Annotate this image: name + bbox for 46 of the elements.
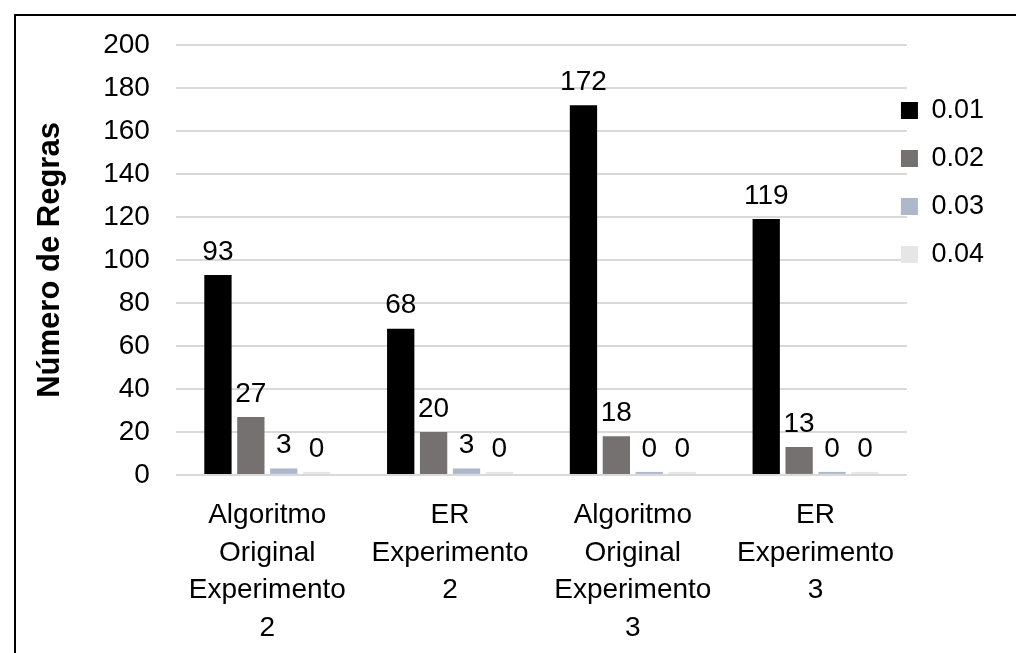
data-label: 93 — [202, 234, 234, 266]
data-label: 3 — [458, 428, 475, 460]
x-tick-label: ER Experimento 2 — [371, 498, 529, 605]
bar — [204, 275, 232, 474]
y-tick-label: 40 — [118, 371, 150, 403]
data-label: 18 — [600, 395, 632, 427]
y-tick-label: 60 — [118, 328, 150, 360]
bar — [419, 431, 448, 474]
x-tick-label: Algoritmo Original Experimento 2 — [188, 498, 346, 642]
data-label: 119 — [743, 178, 789, 210]
bar — [602, 436, 631, 474]
y-tick-label: 200 — [103, 27, 150, 59]
bar — [237, 416, 265, 474]
bar — [569, 105, 598, 474]
data-label: 0 — [674, 431, 690, 463]
data-label: 0 — [491, 431, 508, 463]
y-tick-label: 0 — [134, 457, 150, 489]
legend-label: 0.04 — [931, 238, 985, 269]
data-label: 68 — [385, 288, 417, 320]
data-label: 27 — [235, 376, 267, 408]
data-label: 20 — [418, 391, 450, 423]
data-label: 3 — [275, 428, 292, 460]
bar — [387, 328, 415, 474]
data-label: 0 — [641, 431, 658, 463]
bar — [752, 219, 780, 474]
y-tick-label: 180 — [103, 70, 150, 102]
data-label: 0 — [308, 431, 325, 463]
bar — [270, 468, 298, 474]
y-tick-label: 140 — [103, 156, 150, 188]
y-tick-label: 160 — [103, 113, 150, 145]
y-tick-label: 80 — [118, 285, 150, 317]
data-label: 13 — [783, 406, 815, 438]
x-tick-label: Algoritmo Original Experimento 3 — [554, 498, 712, 642]
data-label: 0 — [824, 431, 840, 463]
legend-label: 0.02 — [931, 142, 985, 173]
data-label: 0 — [857, 431, 873, 463]
y-tick-label: 100 — [103, 242, 150, 274]
legend-label: 0.03 — [931, 190, 985, 221]
bar — [452, 468, 481, 474]
data-label: 172 — [560, 64, 607, 96]
bar — [785, 446, 813, 474]
y-tick-label: 120 — [103, 199, 150, 231]
legend-label: 0.01 — [931, 94, 985, 125]
y-axis-title: Número de Regras — [31, 122, 67, 398]
y-tick-label: 20 — [118, 414, 150, 446]
x-tick-label: ER Experimento 3 — [736, 498, 895, 605]
